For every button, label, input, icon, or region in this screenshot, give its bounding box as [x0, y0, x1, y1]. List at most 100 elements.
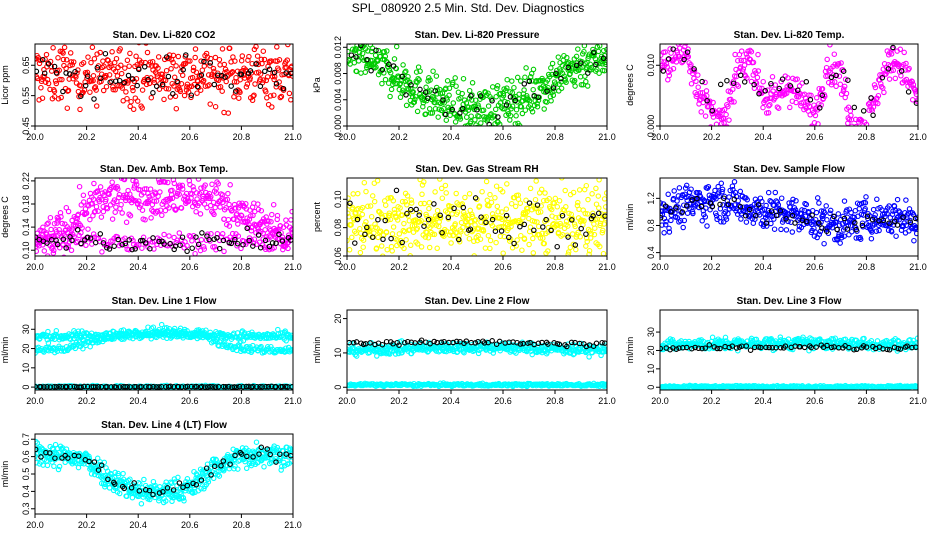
data-point [913, 100, 918, 106]
data-point [564, 54, 570, 61]
data-point [60, 242, 66, 248]
data-point [393, 187, 400, 194]
data-point [149, 332, 155, 338]
data-point [391, 56, 398, 62]
data-point [376, 229, 383, 236]
data-point [907, 219, 914, 225]
data-point [823, 228, 830, 234]
data-point [864, 213, 871, 220]
panel-title: Stan. Dev. Li-820 CO2 [113, 30, 216, 41]
data-point [577, 234, 583, 240]
data-point [845, 77, 851, 83]
data-point [126, 63, 132, 69]
data-point [161, 241, 167, 247]
data-point [214, 235, 220, 241]
data-point [95, 235, 102, 242]
data-point [439, 230, 445, 236]
data-point [677, 218, 684, 224]
data-point [559, 178, 565, 181]
data-point [350, 38, 354, 42]
data-point [288, 332, 293, 339]
data-point [222, 383, 229, 390]
data-point [97, 231, 104, 237]
data-point [98, 75, 104, 82]
data-point [139, 105, 145, 111]
data-point [382, 259, 386, 263]
data-point [712, 210, 719, 216]
data-point [202, 333, 209, 340]
data-point [122, 65, 128, 71]
x-tick-label: 21.0 [598, 262, 616, 272]
data-point [88, 59, 94, 66]
data-point [824, 217, 830, 223]
x-tick-label: 20.6 [494, 132, 512, 142]
data-point [881, 211, 888, 217]
data-point [54, 214, 61, 221]
data-point [450, 100, 457, 106]
data-point [256, 228, 262, 235]
data-point [583, 243, 589, 249]
data-points [660, 179, 918, 247]
data-point [257, 244, 264, 251]
data-point [589, 191, 595, 197]
data-point [382, 202, 389, 208]
data-point [106, 37, 110, 41]
data-point [265, 383, 272, 390]
data-point [200, 77, 207, 84]
data-point [848, 112, 854, 119]
data-point [53, 70, 60, 76]
data-point [592, 225, 598, 231]
data-point [792, 220, 798, 226]
data-point [523, 65, 529, 71]
data-point [661, 230, 667, 236]
data-point [171, 74, 178, 81]
data-point [718, 180, 725, 187]
data-point [198, 58, 204, 64]
data-point [236, 95, 242, 101]
data-point [209, 181, 215, 188]
data-point [835, 233, 842, 240]
data-point [171, 246, 177, 253]
data-point [575, 229, 581, 236]
data-point [85, 54, 91, 60]
data-point [572, 242, 579, 248]
data-point [863, 121, 870, 126]
data-point [717, 201, 723, 208]
data-point [179, 182, 186, 189]
data-point [724, 124, 730, 126]
data-point [483, 213, 489, 220]
data-point [405, 85, 411, 92]
data-point [258, 207, 265, 214]
data-point [458, 219, 465, 226]
data-point [379, 80, 385, 87]
data-point [168, 56, 175, 63]
data-point [193, 383, 200, 390]
data-point [283, 338, 289, 344]
data-point [816, 85, 822, 92]
plot-frame [34, 309, 294, 391]
data-point [762, 88, 768, 94]
data-point [219, 231, 226, 237]
data-point [585, 226, 592, 233]
data-point [441, 100, 447, 106]
data-point [106, 72, 113, 78]
data-point [440, 97, 446, 103]
data-point [536, 231, 543, 238]
data-point [114, 183, 120, 190]
data-point [380, 39, 384, 43]
data-point [721, 120, 727, 126]
x-tick-label: 20.6 [181, 396, 199, 406]
data-point [162, 207, 169, 214]
data-point [715, 183, 721, 190]
data-point [701, 198, 708, 205]
data-point [288, 97, 293, 103]
data-point [512, 121, 519, 126]
data-point [668, 50, 674, 56]
data-point [257, 383, 263, 390]
data-point [886, 220, 892, 226]
data-point [848, 228, 855, 235]
data-point [535, 209, 542, 216]
data-point [670, 46, 676, 52]
data-point [173, 63, 179, 69]
data-point [387, 93, 393, 100]
